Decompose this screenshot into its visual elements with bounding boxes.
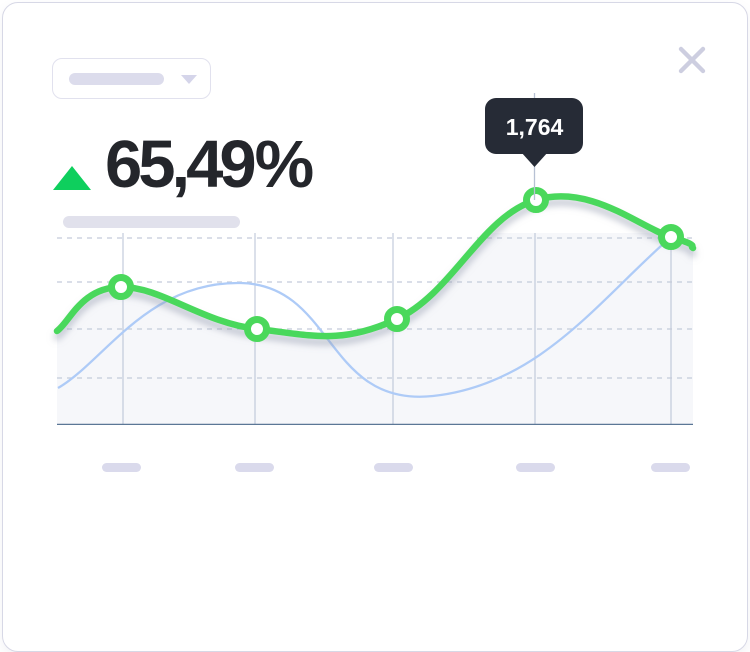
svg-text:1,764: 1,764 [506, 114, 564, 140]
